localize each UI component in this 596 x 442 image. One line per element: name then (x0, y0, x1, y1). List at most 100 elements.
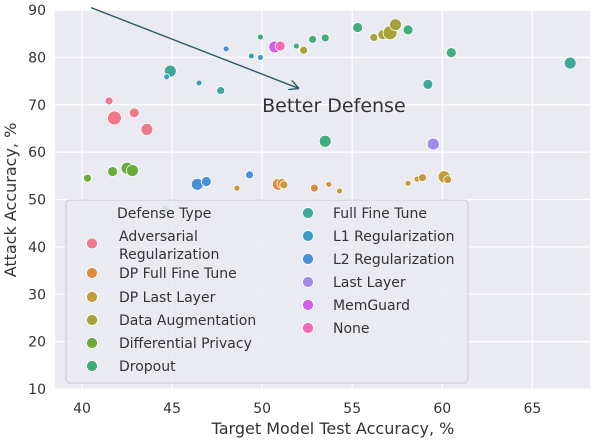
data-point (256, 33, 264, 41)
legend-marker (302, 230, 314, 242)
legend-label: None (333, 321, 370, 337)
legend-marker (86, 360, 98, 372)
data-point (320, 33, 330, 43)
legend-label: L1 Regularization (333, 229, 455, 245)
y-tick-label: 50 (28, 193, 46, 209)
series-dropout (256, 22, 457, 148)
data-point (126, 164, 139, 178)
legend: Defense Type Adversarial Regularization DP … (65, 199, 469, 384)
legend-entry: Adversarial Regularization (86, 229, 219, 263)
data-point (245, 170, 254, 180)
data-point (369, 33, 379, 42)
y-tick-label: 20 (28, 335, 46, 351)
legend-entry: Data Augmentation (86, 313, 256, 329)
y-tick-label: 30 (28, 287, 46, 303)
data-points (83, 18, 577, 214)
legend-entry: Full Fine Tune (302, 206, 427, 222)
legend-marker (86, 314, 98, 326)
legend-label: DP Last Layer (119, 290, 216, 306)
x-tick-labels: 40 45 50 55 60 65 (73, 401, 541, 417)
data-point (422, 78, 434, 90)
legend-marker (86, 267, 98, 279)
legend-title: Defense Type (117, 206, 211, 222)
annotation-label: Better Defense (262, 95, 406, 117)
data-point (292, 42, 300, 50)
legend-entry: DP Full Fine Tune (86, 266, 237, 282)
x-tick-label: 45 (163, 401, 181, 417)
data-point (247, 52, 255, 60)
data-point (418, 173, 427, 183)
data-point (445, 47, 457, 59)
x-axis-label: Target Model Test Accuracy, % (211, 419, 455, 438)
data-point (325, 180, 333, 188)
legend-entry: Dropout (86, 359, 176, 375)
legend-label: MemGuard (333, 298, 410, 314)
data-point (107, 166, 119, 177)
legend-label: Differential Privacy (119, 336, 252, 352)
legend-entry: Last Layer (302, 275, 406, 291)
legend-entry: MemGuard (302, 298, 410, 314)
x-tick-label: 40 (73, 401, 91, 417)
data-point (140, 122, 154, 136)
legend-box (65, 199, 469, 384)
data-point (128, 107, 140, 119)
legend-marker (86, 337, 98, 349)
data-point (352, 22, 364, 33)
data-point (195, 79, 203, 87)
data-point (104, 96, 114, 106)
legend-label: Last Layer (333, 275, 406, 291)
legend-marker (302, 299, 314, 311)
series-adversarial-regularization (104, 96, 154, 136)
series-none (274, 40, 286, 52)
legend-entry: DP Last Layer (86, 290, 216, 306)
legend-marker (302, 253, 314, 265)
series-data-augmentation (299, 18, 402, 55)
series-l1-regularization (163, 52, 264, 87)
data-point (309, 183, 319, 193)
legend-marker (302, 207, 314, 219)
data-point (222, 45, 230, 53)
data-point (443, 175, 453, 185)
legend-marker (86, 237, 98, 250)
annotation: Better Defense (90, 6, 406, 117)
x-tick-label: 55 (343, 401, 361, 417)
data-point (308, 34, 317, 44)
x-tick-label: 60 (433, 401, 451, 417)
data-point (274, 40, 286, 52)
data-point (426, 137, 440, 151)
legend-label: Full Fine Tune (333, 206, 427, 222)
data-point (107, 110, 122, 126)
x-tick-label: 50 (253, 401, 271, 417)
legend-entry: None (302, 321, 370, 337)
data-point (318, 134, 332, 148)
y-axis-label: Attack Accuracy, % (1, 123, 20, 278)
annotation-arrow (90, 6, 298, 89)
series-last-layer (426, 137, 440, 151)
legend-label: Data Augmentation (119, 313, 256, 329)
y-tick-labels: 10 20 30 40 50 60 70 80 90 (28, 3, 46, 398)
x-tick-label: 65 (523, 401, 541, 417)
data-point (216, 86, 226, 95)
data-point (389, 18, 402, 32)
legend-marker (86, 291, 98, 303)
data-point (256, 53, 264, 61)
legend-label: DP Full Fine Tune (119, 266, 237, 282)
data-point (336, 187, 344, 195)
legend-label: L2 Regularization (333, 252, 455, 268)
legend-entry: L1 Regularization (302, 229, 455, 245)
data-point (163, 73, 171, 81)
data-point (299, 45, 308, 55)
legend-entry: L2 Regularization (302, 252, 455, 268)
legend-entry: Differential Privacy (86, 336, 252, 352)
legend-label: Dropout (119, 359, 176, 375)
series-l2-regularization (190, 45, 254, 191)
data-point (279, 180, 289, 190)
y-tick-label: 70 (28, 98, 46, 114)
y-tick-label: 90 (28, 3, 46, 19)
data-point (404, 179, 412, 187)
data-point (402, 24, 414, 36)
legend-marker (302, 322, 314, 334)
series-dp-last-layer (233, 170, 453, 195)
series-differential-privacy (83, 161, 170, 214)
